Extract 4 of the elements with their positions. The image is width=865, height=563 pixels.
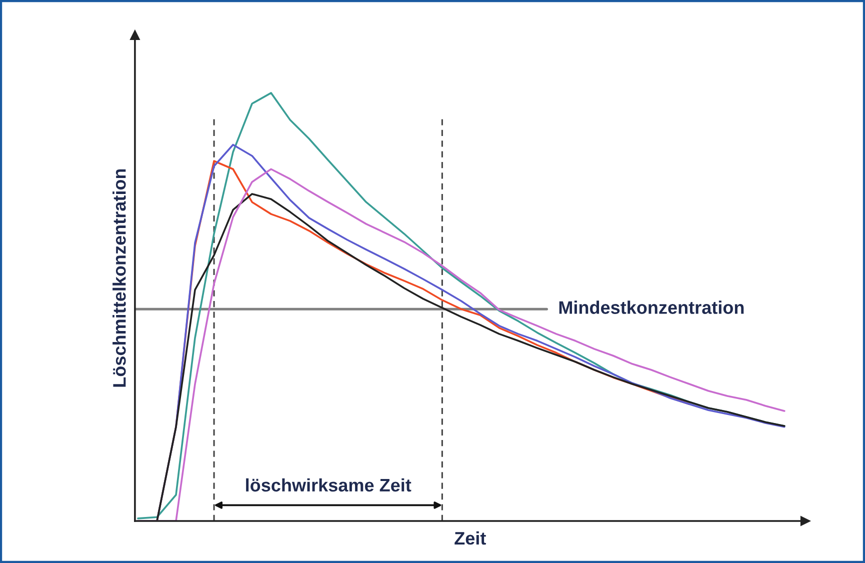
ref-line-label: Mindestkonzentration [559, 300, 744, 314]
y-axis-title: Löschmittelkonzentration [112, 169, 126, 387]
annotation: löschwirksame Zeit [246, 478, 412, 492]
x-axis-title: Zeit [454, 531, 486, 545]
